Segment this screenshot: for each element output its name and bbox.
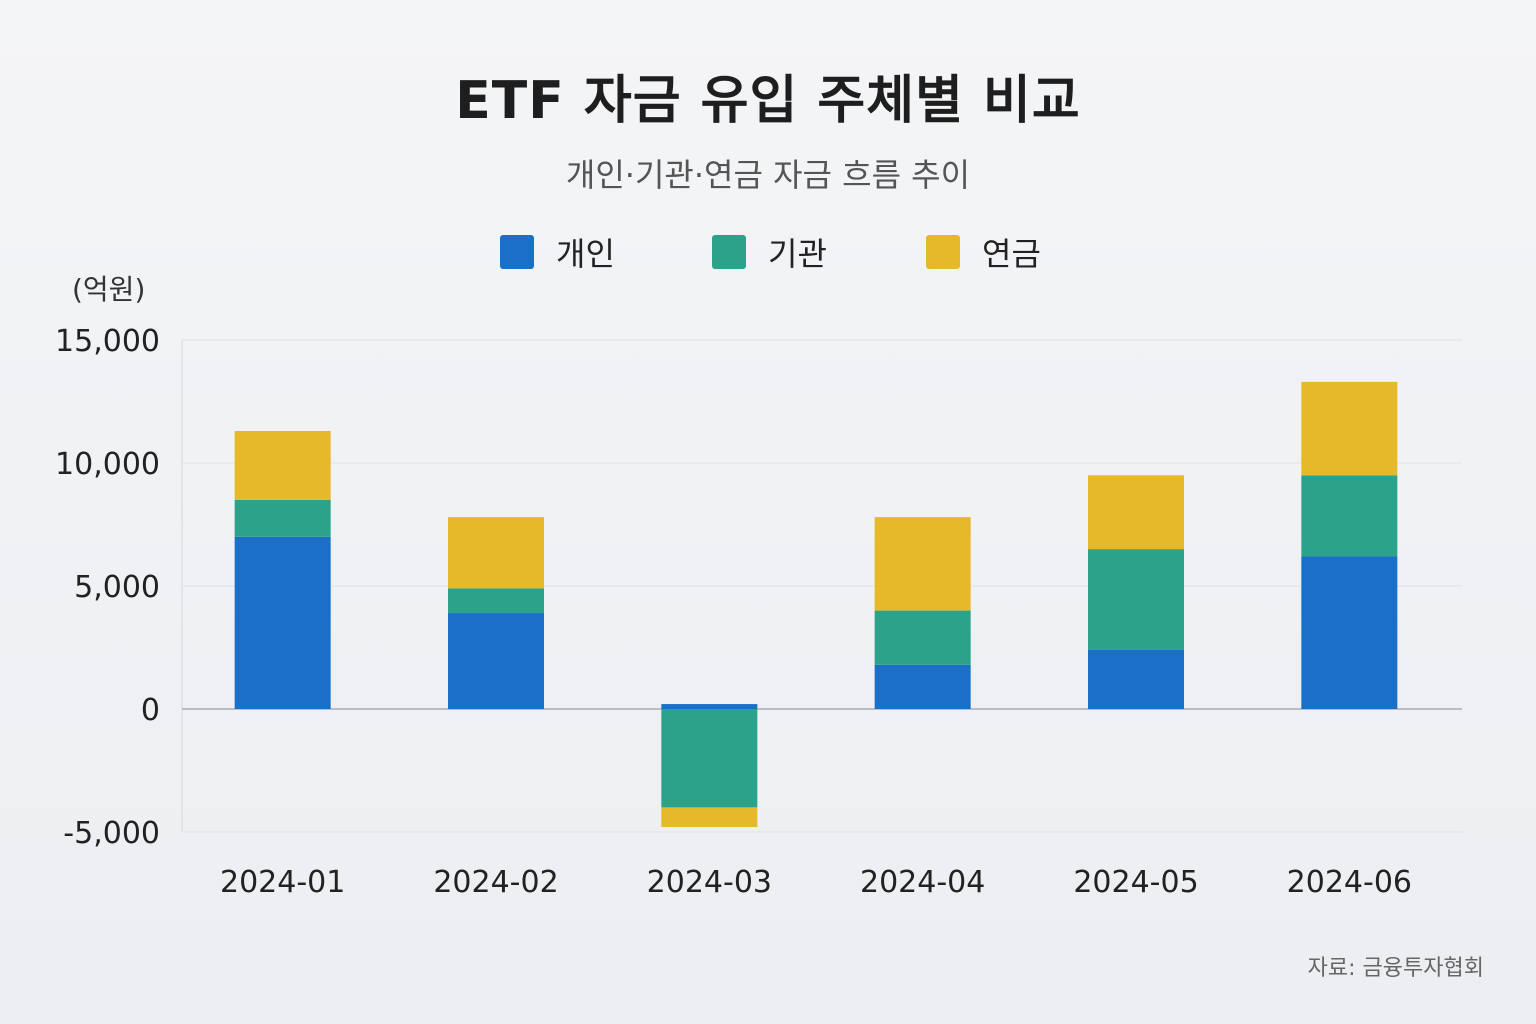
bar-segment-individual <box>448 613 544 709</box>
bar-segment-individual <box>1301 556 1398 709</box>
bar-segment-institution <box>1301 475 1398 557</box>
y-tick-label: 15,000 <box>55 324 160 359</box>
bar-segment-pension <box>1301 381 1398 476</box>
legend-swatch-individual <box>500 235 534 269</box>
legend-item-pension: 연금 <box>926 230 1041 274</box>
x-tick-label: 2024-04 <box>860 865 985 900</box>
y-axis-unit-label: (억원) <box>72 273 146 306</box>
bar-segment-pension <box>448 517 544 589</box>
x-tick-label: 2024-01 <box>220 865 345 900</box>
y-tick-label: 10,000 <box>55 447 160 482</box>
legend-swatch-institution <box>712 235 746 269</box>
x-tick-label: 2024-02 <box>433 865 558 900</box>
legend-label-pension: 연금 <box>982 235 1041 273</box>
legend-item-individual: 개인 <box>500 230 615 274</box>
bar-segment-pension <box>874 517 971 611</box>
bar-segment-pension <box>234 431 331 500</box>
source-note: 자료: 금융투자협회 <box>1307 956 1484 981</box>
x-tick-label: 2024-05 <box>1073 865 1198 900</box>
legend-item-institution: 기관 <box>712 230 827 274</box>
y-tick-label: 0 <box>141 693 160 728</box>
legend: 개인 기관 연금 <box>0 230 1536 274</box>
bar-segment-institution <box>661 709 758 808</box>
bar-segment-institution <box>874 610 971 665</box>
bar-segment-pension <box>661 807 758 828</box>
y-tick-label: 5,000 <box>74 570 160 605</box>
bar-segment-institution <box>234 499 331 537</box>
bar-segment-institution <box>448 588 544 614</box>
legend-label-institution: 기관 <box>768 235 827 273</box>
bar-segment-pension <box>1088 475 1184 550</box>
x-tick-label: 2024-06 <box>1287 865 1412 900</box>
bar-segment-individual <box>661 704 758 709</box>
y-tick-label: -5,000 <box>63 816 160 851</box>
legend-swatch-pension <box>926 235 960 269</box>
x-tick-label: 2024-03 <box>647 865 772 900</box>
bar-segment-individual <box>234 536 331 709</box>
bar-segment-individual <box>874 664 971 709</box>
bar-segment-institution <box>1088 549 1184 650</box>
chart-title: ETF 자금 유입 주체별 비교 <box>455 71 1081 131</box>
legend-label-individual: 개인 <box>556 235 615 273</box>
chart-subtitle: 개인·기관·연금 자금 흐름 추이 <box>565 156 971 194</box>
bar-segment-individual <box>1088 649 1184 709</box>
